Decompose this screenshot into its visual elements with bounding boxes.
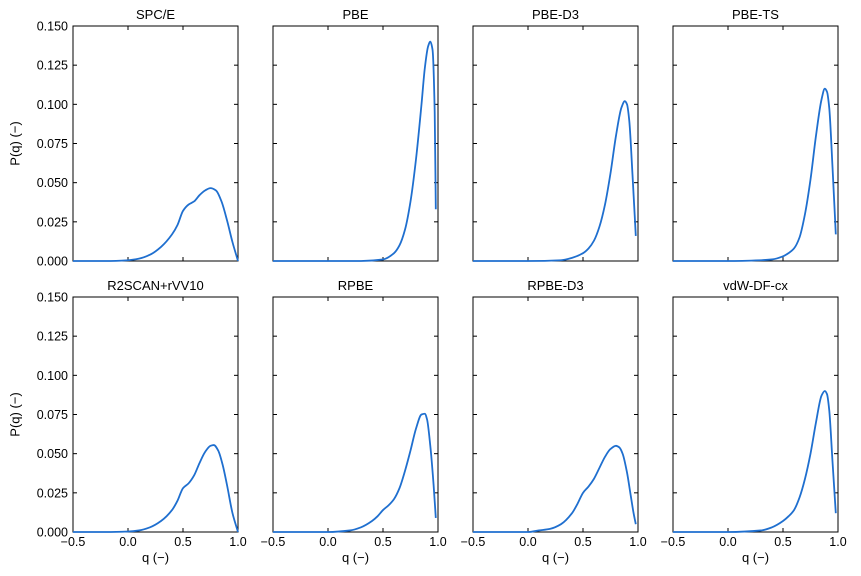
distribution-curve	[273, 40, 437, 262]
x-tick-label: 1.0	[629, 535, 646, 549]
distribution-curve	[673, 87, 837, 262]
panel-title: vdW-DF-cx	[723, 278, 788, 293]
panel-title: R2SCAN+rVV10	[107, 278, 203, 293]
panel: RPBE-D3 −0.5 0.0 0.5 1.0 q (−)	[461, 278, 647, 565]
distribution-curve	[473, 444, 637, 533]
x-tick-label: 0.5	[174, 535, 191, 549]
panel: vdW-DF-cx −0.5 0.0 0.5 1.0 q (−)	[661, 278, 847, 565]
plot-frame	[272, 25, 439, 262]
x-tick-label: −0.5	[261, 535, 286, 549]
y-tick-label: 0.125	[37, 330, 68, 344]
plot-frame	[672, 296, 839, 533]
y-axis-label-top: P(q) (−)	[7, 121, 22, 165]
x-axis-label: q (−)	[142, 550, 169, 565]
x-tick-label: 1.0	[829, 535, 846, 549]
x-tick-label: 1.0	[429, 535, 446, 549]
y-tick-label: 0.075	[37, 408, 68, 422]
x-tick-label: 0.0	[719, 535, 736, 549]
y-tick-label: 0.150	[37, 20, 68, 34]
x-tick-label: 0.0	[519, 535, 536, 549]
plot-frame	[472, 296, 639, 533]
panel-title: RPBE-D3	[527, 278, 583, 293]
x-tick-label: −0.5	[61, 535, 86, 549]
panel-title: RPBE	[338, 278, 374, 293]
y-axis-label-bottom: P(q) (−)	[7, 392, 22, 436]
x-tick-label: 0.0	[119, 535, 136, 549]
panel: PBE-TS	[672, 7, 839, 262]
x-tick-label: 0.5	[374, 535, 391, 549]
panel-title: SPC/E	[136, 7, 175, 22]
panel: SPC/E 0.000 0.025 0.050 0.075 0.100 0.125 0.150	[37, 7, 239, 269]
panel: PBE	[272, 7, 439, 262]
plot-frame	[472, 25, 639, 262]
x-tick-label: 0.5	[574, 535, 591, 549]
plot-frame	[72, 296, 239, 533]
plot-frame	[672, 25, 839, 262]
distribution-curve	[73, 187, 239, 262]
plot-frame	[272, 296, 439, 533]
distribution-curve	[73, 444, 239, 533]
y-tick-label: 0.025	[37, 486, 68, 500]
x-axis-label: q (−)	[742, 550, 769, 565]
panel: R2SCAN+rVV10 0.000 0.025 0.050 0.075 0.100 0.1…	[37, 278, 247, 565]
y-tick-label: 0.000	[37, 255, 68, 269]
panel: PBE-D3	[472, 7, 639, 262]
panel: RPBE −0.5 0.0 0.5 1.0 q (−)	[261, 278, 447, 565]
x-tick-label: −0.5	[461, 535, 486, 549]
panels-layer: SPC/E 0.000 0.025 0.050 0.075 0.100 0.125 0.150…	[37, 7, 847, 565]
panel-title: PBE-D3	[532, 7, 579, 22]
panel-title: PBE	[342, 7, 368, 22]
y-tick-label: 0.125	[37, 59, 68, 73]
x-axis-label: q (−)	[542, 550, 569, 565]
y-tick-label: 0.150	[37, 291, 68, 305]
distribution-curve	[473, 100, 637, 262]
panel-title: PBE-TS	[732, 7, 779, 22]
x-tick-label: 0.5	[774, 535, 791, 549]
plot-frame	[72, 25, 239, 262]
y-tick-label: 0.100	[37, 369, 68, 383]
y-tick-label: 0.050	[37, 447, 68, 461]
y-tick-label: 0.000	[37, 526, 68, 540]
distribution-curve	[673, 390, 837, 533]
x-axis-label: q (−)	[342, 550, 369, 565]
distribution-curve	[273, 412, 437, 533]
y-tick-label: 0.025	[37, 215, 68, 229]
x-tick-label: −0.5	[661, 535, 686, 549]
y-tick-label: 0.050	[37, 176, 68, 190]
x-tick-label: 1.0	[229, 535, 246, 549]
x-tick-label: 0.0	[319, 535, 336, 549]
y-tick-label: 0.075	[37, 137, 68, 151]
y-tick-label: 0.100	[37, 98, 68, 112]
